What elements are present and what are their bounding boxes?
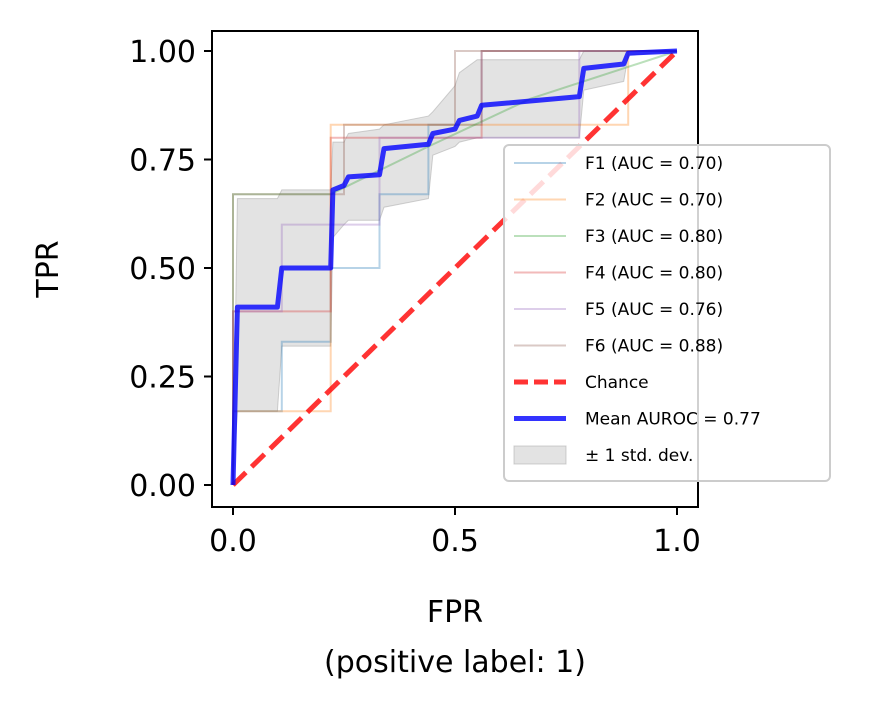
legend-label: F5 (AUC = 0.76) — [585, 300, 723, 320]
fold-curve-4 — [232, 50, 677, 485]
x-tick-label: 1.0 — [653, 524, 701, 559]
x-tick-label: 0.5 — [431, 524, 479, 559]
x-tick-label: 0.0 — [209, 524, 257, 559]
legend-label: F4 (AUC = 0.80) — [585, 264, 723, 284]
plot-area — [230, 48, 679, 487]
legend: F1 (AUC = 0.70) F2 (AUC = 0.70) F3 (AUC = … — [503, 144, 831, 482]
y-tick-label: 0.75 — [129, 144, 196, 179]
y-tick-label: 0.25 — [129, 361, 196, 396]
fold-curve-6 — [232, 50, 677, 485]
legend-label: ± 1 std. dev. — [585, 446, 693, 466]
legend-label: F6 (AUC = 0.88) — [585, 337, 723, 357]
x-axis-sublabel: (positive label: 1) — [324, 645, 586, 680]
legend-handle — [513, 445, 567, 465]
fold-curve-1 — [232, 50, 677, 485]
axis-ticks: 0.0 0.5 1.0 0.00 0.25 0.50 0.75 1.00 — [129, 35, 701, 559]
legend-label: Chance — [585, 373, 649, 393]
legend-label: Mean AUROC = 0.77 — [585, 410, 761, 430]
fold-curve-5 — [232, 50, 677, 485]
y-tick-label: 0.00 — [129, 469, 196, 504]
y-tick-label: 1.00 — [129, 35, 196, 70]
legend-label: F1 (AUC = 0.70) — [585, 154, 723, 174]
mean-curve — [230, 48, 678, 486]
legend-box — [503, 144, 831, 482]
y-axis-label: TPR — [31, 240, 66, 298]
legend-label: F3 (AUC = 0.80) — [585, 227, 723, 247]
y-tick-label: 0.50 — [129, 252, 196, 287]
x-axis-label: FPR — [427, 595, 483, 630]
legend-label: F2 (AUC = 0.70) — [585, 191, 723, 211]
